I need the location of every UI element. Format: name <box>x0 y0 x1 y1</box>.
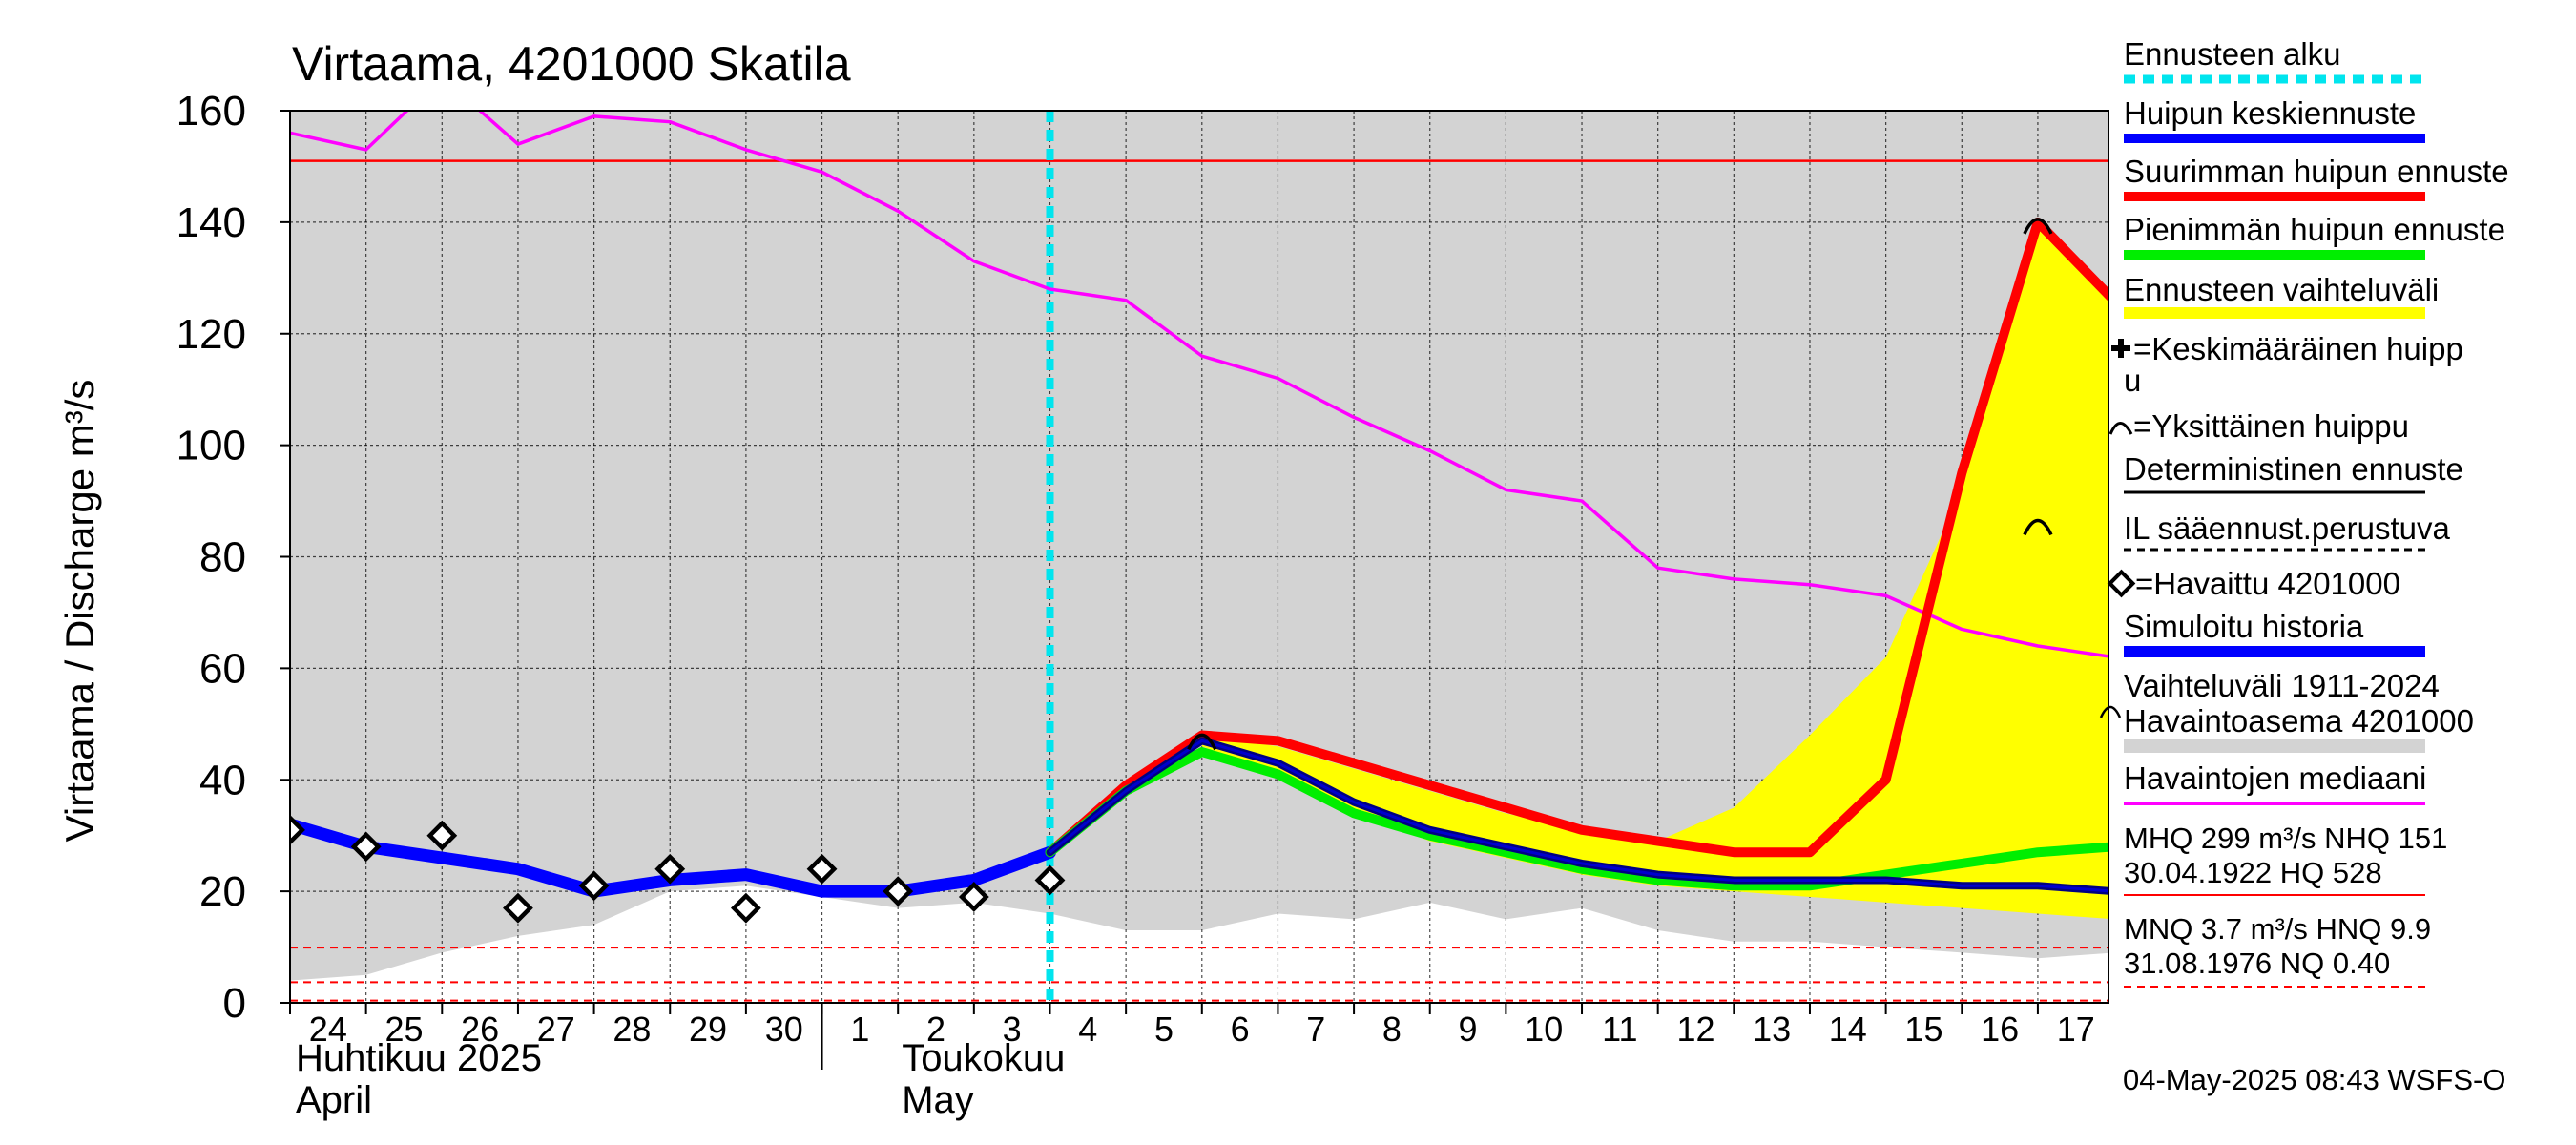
legend-mnq-date: 31.08.1976 NQ 0.40 <box>2124 947 2390 980</box>
x-tick-label: 27 <box>537 1010 575 1049</box>
y-tick-label: 0 <box>223 980 246 1027</box>
x-tick-label: 8 <box>1382 1010 1402 1049</box>
legend-il-forecast: IL sääennust.perustuva <box>2124 510 2450 546</box>
y-tick-label: 160 <box>177 88 246 135</box>
plot-area <box>290 111 2109 1003</box>
mean-forecast-edge <box>1049 739 2109 893</box>
month-label-april-en: April <box>296 1079 372 1121</box>
legend-mean-peak-marker-wrap: u <box>2124 363 2141 398</box>
x-tick-label: 16 <box>1981 1010 2019 1049</box>
x-tick-label: 15 <box>1904 1010 1942 1049</box>
legend-median: Havaintojen mediaani <box>2124 760 2426 796</box>
series-line-3 <box>1045 747 2109 891</box>
x-tick-label: 28 <box>613 1010 651 1049</box>
observed-point <box>730 892 761 924</box>
x-tick-label: 25 <box>384 1010 423 1049</box>
x-tick-label: 17 <box>2057 1010 2095 1049</box>
single-peak-icon-small <box>2099 705 2122 718</box>
chart-title: Virtaama, 4201000 Skatila <box>292 37 851 91</box>
peak-marker <box>2023 518 2053 536</box>
legend-mean-peak: Huipun keskiennuste <box>2124 95 2416 131</box>
variation-range-band <box>290 111 2109 981</box>
x-tick-label: 5 <box>1154 1010 1174 1049</box>
series-line-0 <box>290 111 2109 658</box>
x-tick-label: 12 <box>1676 1010 1714 1049</box>
x-tick-label: 29 <box>689 1010 727 1049</box>
observed-point <box>426 820 458 851</box>
forecast-range-band <box>1201 227 2109 919</box>
legend: Ennusteen alku Huipun keskiennuste Suuri… <box>2099 36 2509 988</box>
footer-timestamp: 04-May-2025 08:43 WSFS-O <box>2123 1063 2505 1096</box>
y-tick-label: 80 <box>199 534 246 581</box>
legend-variation: Vaihteluväli 1911-2024 <box>2124 668 2440 703</box>
x-tick-label: 30 <box>765 1010 803 1049</box>
peak-marker <box>2023 218 2053 235</box>
x-tick-label: 7 <box>1306 1010 1325 1049</box>
x-tick-label: 1 <box>850 1010 869 1049</box>
legend-deterministic: Deterministinen ennuste <box>2124 451 2463 487</box>
peak-marker <box>1187 733 1217 751</box>
legend-forecast-start: Ennusteen alku <box>2124 36 2341 72</box>
legend-variation-station: Havaintoasema 4201000 <box>2124 703 2474 739</box>
x-tick-label: 11 <box>1602 1010 1637 1049</box>
x-tick-label: 3 <box>1003 1010 1022 1049</box>
diamond-icon <box>2107 569 2136 598</box>
plus-icon <box>2111 339 2130 358</box>
x-tick-label: 4 <box>1078 1010 1097 1049</box>
legend-max-peak: Suurimman huipun ennuste <box>2124 154 2509 189</box>
x-tick-label: 24 <box>309 1010 347 1049</box>
x-tick-label: 2 <box>926 1010 945 1049</box>
x-tick-label: 13 <box>1753 1010 1791 1049</box>
y-tick-label: 40 <box>199 757 246 803</box>
legend-forecast-range: Ennusteen vaihteluväli <box>2124 272 2439 307</box>
y-axis-label: Virtaama / Discharge m³/s <box>57 380 102 843</box>
y-tick-label: 120 <box>177 311 246 358</box>
observed-point <box>1034 864 1066 896</box>
legend-mhq-date: 30.04.1922 HQ 528 <box>2124 856 2382 889</box>
y-tick-label: 140 <box>177 199 246 246</box>
x-tick-label: 10 <box>1525 1010 1563 1049</box>
observed-point <box>503 892 533 924</box>
x-tick-label: 9 <box>1459 1010 1478 1049</box>
observed-point <box>290 814 305 845</box>
legend-mhq: MHQ 299 m³/s NHQ 151 <box>2124 822 2447 855</box>
legend-mean-peak-marker: =Keskimääräinen huipp <box>2133 331 2463 366</box>
observed-point <box>350 831 382 863</box>
legend-mnq: MNQ 3.7 m³/s HNQ 9.9 <box>2124 912 2431 946</box>
month-label-april: Huhtikuu 2025 <box>296 1037 542 1079</box>
y-tick-label: 100 <box>177 423 246 469</box>
observed-point <box>654 853 686 885</box>
observed-point <box>578 870 610 902</box>
single-peak-icon <box>2109 422 2133 435</box>
month-label-may: Toukokuu <box>902 1037 1065 1079</box>
x-tick-label: 14 <box>1829 1010 1867 1049</box>
observed-point <box>883 876 914 907</box>
y-tick-label: 60 <box>199 645 246 692</box>
y-tick-label: 20 <box>199 868 246 915</box>
legend-single-peak: =Yksittäinen huippu <box>2133 408 2409 444</box>
x-tick-label: 26 <box>461 1010 499 1049</box>
observed-point <box>958 882 989 912</box>
month-label-may-en: May <box>902 1079 974 1121</box>
legend-min-peak: Pienimmän huipun ennuste <box>2124 212 2505 247</box>
observed-point <box>806 853 838 885</box>
series-line-2 <box>1045 217 2109 858</box>
legend-simulated: Simuloitu historia <box>2124 609 2364 644</box>
legend-observed: =Havaittu 4201000 <box>2135 566 2400 601</box>
x-tick-label: 6 <box>1231 1010 1250 1049</box>
